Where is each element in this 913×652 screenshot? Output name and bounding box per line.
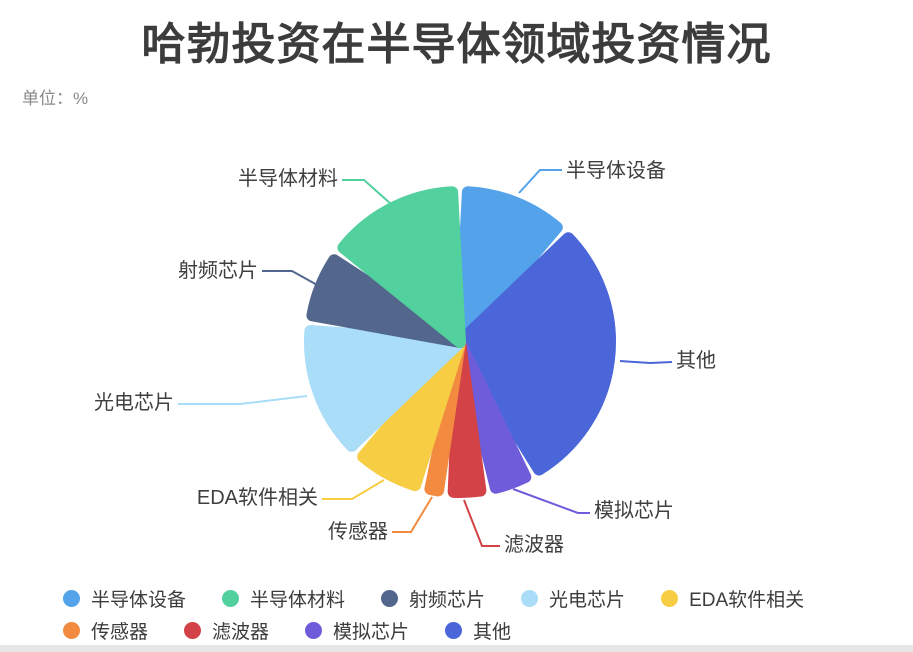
legend-label-filters: 滤波器 bbox=[212, 621, 270, 643]
legend-item-semiconductor-equipment[interactable]: 半导体设备 bbox=[63, 585, 186, 612]
legend-label-sensors: 传感器 bbox=[91, 621, 149, 643]
slice-label-sensors: 传感器 bbox=[328, 521, 388, 543]
leader-line-semiconductor-materials bbox=[342, 179, 392, 205]
legend-marker-semiconductor-equipment bbox=[63, 589, 80, 607]
leader-line-others bbox=[619, 360, 673, 365]
legend-label-rf-chips: 射频芯片 bbox=[409, 589, 486, 611]
legend-item-filters[interactable]: 滤波器 bbox=[184, 617, 269, 644]
leader-line-semiconductor-equipment bbox=[518, 169, 562, 194]
legend: 半导体设备 半导体材料 射频芯片 光电芯片 EDA软件相关传感器 滤波器 模拟芯片 其他 bbox=[63, 582, 883, 646]
leader-line-eda-software bbox=[322, 479, 385, 500]
legend-label-optoelectronic-chips: 光电芯片 bbox=[549, 589, 626, 611]
legend-item-eda-software[interactable]: EDA软件相关 bbox=[661, 585, 804, 612]
leader-line-sensors bbox=[392, 496, 433, 533]
pie-slice-semiconductor-equipment[interactable] bbox=[454, 186, 563, 348]
legend-marker-filters bbox=[184, 621, 202, 639]
pie-slice-optoelectronic-chips[interactable] bbox=[304, 325, 466, 452]
legend-row-2: 传感器 滤波器 模拟芯片 其他 bbox=[63, 614, 883, 646]
pie-slice-eda-software[interactable] bbox=[357, 336, 466, 492]
legend-marker-rf-chips bbox=[381, 589, 399, 607]
slice-label-semiconductor-materials: 半导体材料 bbox=[238, 168, 338, 190]
chart-title: 哈勃投资在半导体领域投资情况 bbox=[141, 20, 772, 69]
legend-label-others: 其他 bbox=[473, 621, 512, 643]
legend-item-analog-chips[interactable]: 模拟芯片 bbox=[305, 617, 409, 644]
slice-label-analog-chips: 模拟芯片 bbox=[594, 500, 674, 522]
leader-line-filters bbox=[463, 499, 500, 547]
slice-label-rf-chips: 射频芯片 bbox=[178, 260, 258, 282]
legend-label-semiconductor-materials: 半导体材料 bbox=[250, 589, 346, 611]
legend-label-analog-chips: 模拟芯片 bbox=[333, 621, 410, 643]
legend-marker-others bbox=[445, 621, 463, 639]
legend-label-eda-software: EDA软件相关 bbox=[689, 589, 805, 611]
pie-slice-semiconductor-materials[interactable] bbox=[337, 186, 466, 348]
slice-label-semiconductor-equipment: 半导体设备 bbox=[566, 160, 666, 182]
slice-label-eda-software: EDA软件相关 bbox=[196, 487, 318, 509]
legend-item-rf-chips[interactable]: 射频芯片 bbox=[381, 585, 485, 612]
leader-line-analog-chips bbox=[512, 488, 590, 514]
legend-marker-analog-chips bbox=[305, 621, 323, 639]
pie-slice-others[interactable] bbox=[454, 232, 616, 476]
legend-item-others[interactable]: 其他 bbox=[445, 617, 511, 644]
legend-item-semiconductor-materials[interactable]: 半导体材料 bbox=[222, 585, 345, 612]
legend-item-sensors[interactable]: 传感器 bbox=[63, 617, 148, 644]
slice-label-optoelectronic-chips: 光电芯片 bbox=[94, 392, 174, 414]
legend-marker-sensors bbox=[63, 621, 80, 639]
legend-label-semiconductor-equipment: 半导体设备 bbox=[91, 589, 187, 611]
legend-marker-eda-software bbox=[661, 589, 679, 607]
slice-label-others: 其他 bbox=[676, 350, 716, 372]
pie-slice-analog-chips[interactable] bbox=[454, 336, 532, 494]
legend-item-optoelectronic-chips[interactable]: 光电芯片 bbox=[521, 585, 625, 612]
legend-marker-optoelectronic-chips bbox=[521, 589, 539, 607]
slice-label-filters: 滤波器 bbox=[504, 534, 564, 556]
leader-line-optoelectronic-chips bbox=[178, 395, 308, 405]
unit-label: 单位：% bbox=[22, 89, 89, 108]
legend-marker-semiconductor-materials bbox=[222, 589, 240, 607]
leader-line-rf-chips bbox=[262, 270, 329, 292]
bottom-divider bbox=[0, 645, 913, 652]
legend-row-1: 半导体设备 半导体材料 射频芯片 光电芯片 EDA软件相关 bbox=[63, 582, 883, 614]
